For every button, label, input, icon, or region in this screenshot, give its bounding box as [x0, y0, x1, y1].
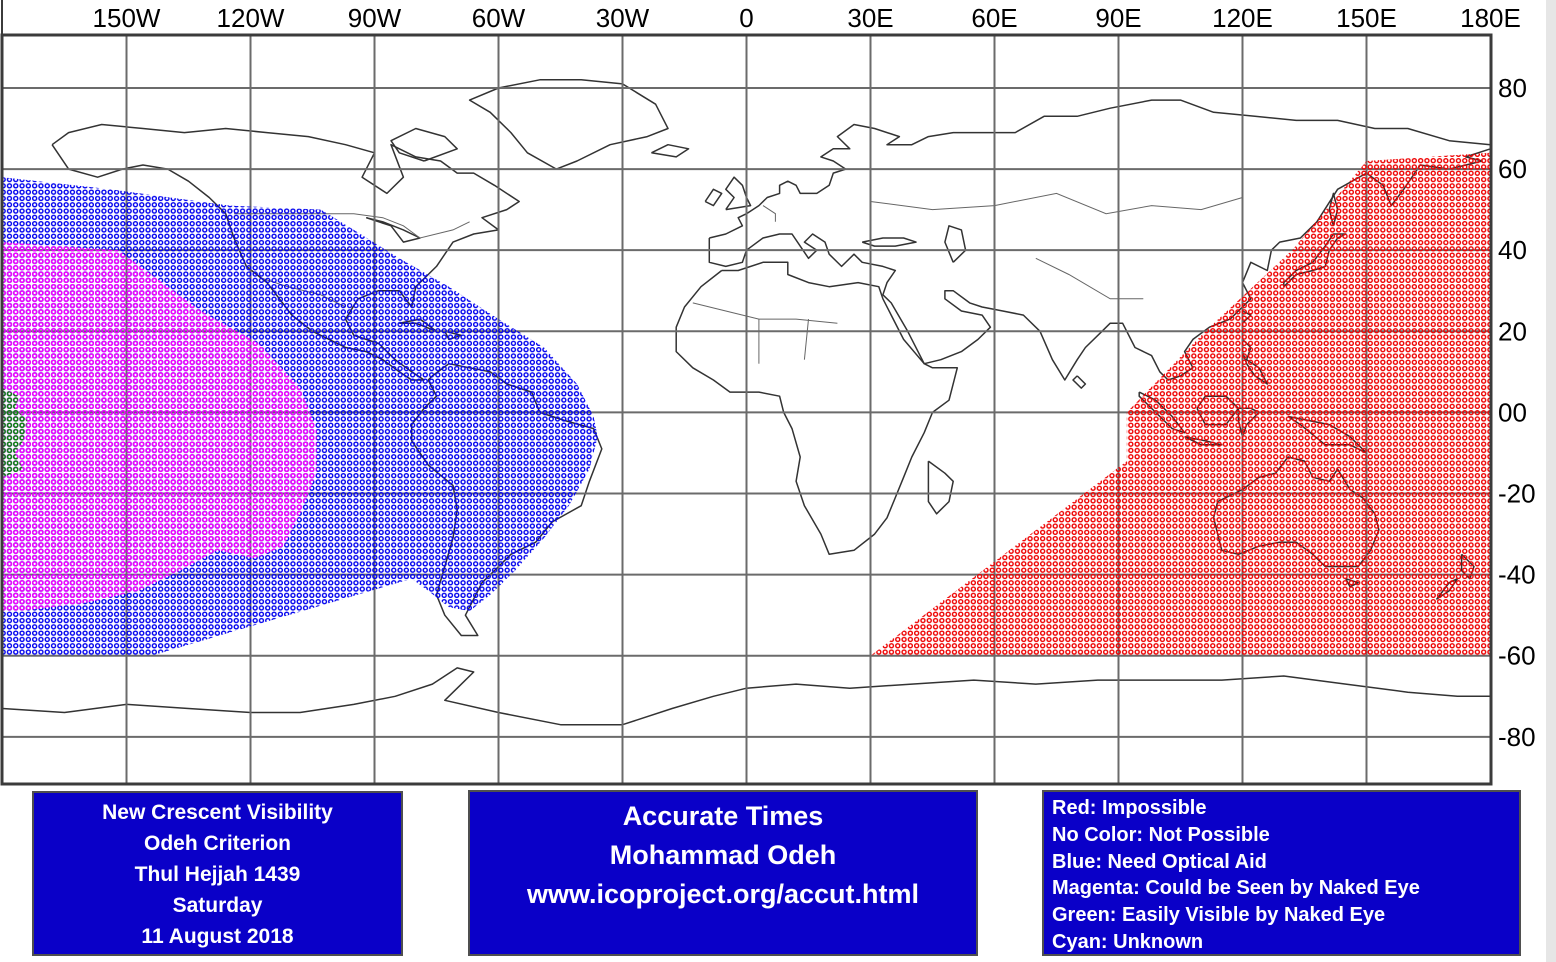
source-box: Accurate Times Mohammad Odeh www.icoproj… [468, 790, 978, 956]
author-name: Mohammad Odeh [609, 840, 837, 870]
country-border [234, 213, 470, 239]
legend-line-blue: Blue: Need Optical Aid [1052, 850, 1267, 873]
app-name: Accurate Times [622, 801, 824, 831]
longitude-label: 150W [93, 3, 161, 33]
legend-line-magenta: Magenta: Could be Seen by Naked Eye [1052, 877, 1420, 900]
coastline [708, 99, 1492, 381]
region-easily-visible-by-naked-eye [2, 388, 28, 478]
latitude-label: 00 [1498, 397, 1527, 427]
legend-line-cyan: Cyan: Unknown [1052, 930, 1204, 953]
title-line: Saturday [172, 894, 263, 917]
latitude-label: 80 [1498, 73, 1527, 103]
map-frame [0, 33, 1493, 786]
country-border [1035, 257, 1144, 300]
longitude-label: 180E [1460, 3, 1521, 33]
longitude-label: 30E [847, 3, 893, 33]
coastline [927, 460, 954, 515]
coastline [675, 261, 959, 556]
title-line: Odeh Criterion [143, 832, 291, 855]
window-edge-strip [1546, 0, 1556, 962]
country-border [762, 205, 776, 222]
longitude-label: 150E [1336, 3, 1397, 33]
latitude-label: -80 [1498, 722, 1536, 752]
legend-box: Red: Impossible No Color: Not Possible B… [1042, 790, 1521, 956]
coastline [861, 237, 917, 247]
longitude-label: 120E [1212, 3, 1273, 33]
longitude-label: 30W [596, 3, 650, 33]
coastline [2, 667, 1491, 726]
coastline [1072, 375, 1087, 389]
latitude-axis-labels: 80 60 40 20 00 -20 -40 -60 -80 [1498, 73, 1536, 752]
coastline [944, 225, 967, 263]
latitude-label: -60 [1498, 641, 1536, 671]
website-url: www.icoproject.org/accut.html [526, 879, 920, 909]
legend-line-nocolor: No Color: Not Possible [1052, 823, 1270, 846]
region-impossible [870, 152, 1491, 656]
latitude-label: 40 [1498, 235, 1527, 265]
longitude-label: 120W [217, 3, 285, 33]
coastline [725, 176, 752, 211]
legend-line-green: Green: Easily Visible by Naked Eye [1052, 904, 1386, 927]
title-line: Thul Hejjah 1439 [134, 863, 301, 886]
title-line: New Crescent Visibility [102, 801, 333, 824]
longitude-label: 90W [348, 3, 402, 33]
latitude-label: 20 [1498, 316, 1527, 346]
title-line: 11 August 2018 [141, 925, 294, 948]
longitude-axis-labels: 150W 120W 90W 60W 30W 0 30E 60E 90E 120E 150E 180E [93, 3, 1521, 33]
longitude-label: 0 [739, 3, 753, 33]
coastline [390, 127, 458, 162]
legend-line-red: Red: Impossible [1052, 797, 1207, 819]
country-border [803, 319, 809, 360]
region-could-be-seen-by-naked-eye [2, 242, 317, 612]
coastline [704, 188, 723, 207]
latitude-label: 60 [1498, 154, 1527, 184]
latitude-label: -40 [1498, 560, 1536, 590]
country-border [870, 192, 1243, 215]
country-borders [234, 192, 1243, 364]
longitude-label: 90E [1095, 3, 1141, 33]
longitude-label: 60W [472, 3, 526, 33]
latitude-label: -20 [1498, 479, 1536, 509]
coastline [651, 143, 690, 158]
longitude-label: 60E [971, 3, 1017, 33]
title-box: New Crescent Visibility Odeh Criterion T… [32, 791, 403, 956]
